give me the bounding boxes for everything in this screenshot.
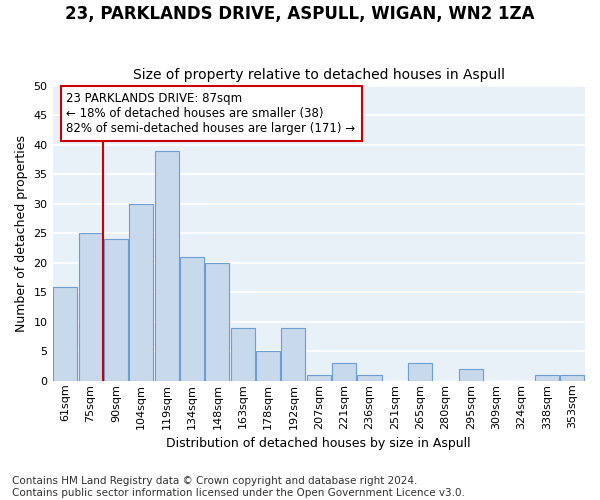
- Bar: [230, 328, 255, 381]
- Y-axis label: Number of detached properties: Number of detached properties: [15, 135, 28, 332]
- Bar: [332, 363, 356, 381]
- Bar: [358, 375, 382, 381]
- Bar: [459, 369, 483, 381]
- Bar: [155, 151, 179, 381]
- Bar: [104, 240, 128, 381]
- Bar: [53, 286, 77, 381]
- Title: Size of property relative to detached houses in Aspull: Size of property relative to detached ho…: [133, 68, 505, 82]
- X-axis label: Distribution of detached houses by size in Aspull: Distribution of detached houses by size …: [166, 437, 471, 450]
- Bar: [256, 352, 280, 381]
- Bar: [180, 257, 204, 381]
- Bar: [408, 363, 432, 381]
- Text: 23 PARKLANDS DRIVE: 87sqm
← 18% of detached houses are smaller (38)
82% of semi-: 23 PARKLANDS DRIVE: 87sqm ← 18% of detac…: [67, 92, 356, 135]
- Text: 23, PARKLANDS DRIVE, ASPULL, WIGAN, WN2 1ZA: 23, PARKLANDS DRIVE, ASPULL, WIGAN, WN2 …: [65, 5, 535, 23]
- Bar: [307, 375, 331, 381]
- Bar: [129, 204, 154, 381]
- Bar: [79, 234, 103, 381]
- Bar: [281, 328, 305, 381]
- Bar: [535, 375, 559, 381]
- Bar: [205, 263, 229, 381]
- Bar: [560, 375, 584, 381]
- Text: Contains HM Land Registry data © Crown copyright and database right 2024.
Contai: Contains HM Land Registry data © Crown c…: [12, 476, 465, 498]
